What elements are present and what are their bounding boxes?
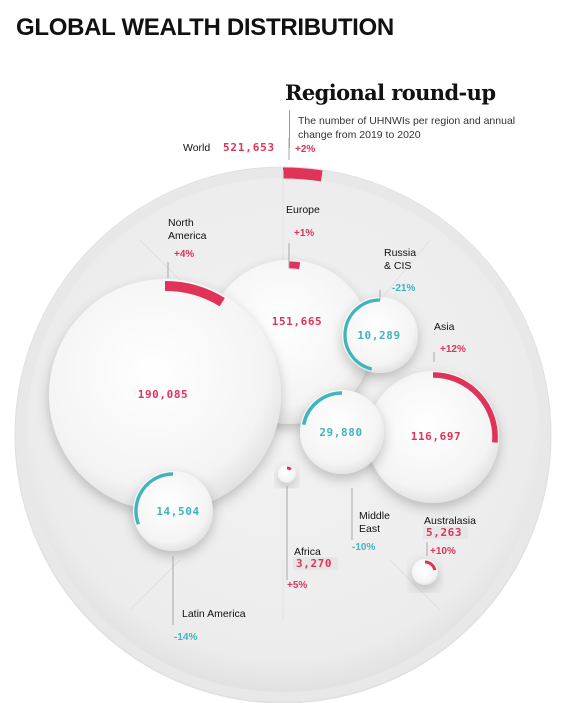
value-australasia: 5,263 [426,526,462,539]
change-australasia: +10% [430,546,456,557]
value-label: 29,880 [319,426,362,439]
label-middle-east-2: East [359,523,380,535]
bubble-asia: 116,697 [367,371,499,503]
world-change-arc [282,167,323,182]
bubble-africa [278,465,296,483]
value-label: 14,504 [156,505,199,518]
change-arc [288,261,301,270]
bubble-north-america: 190,085 [49,279,281,511]
label-russia: Russia [384,247,416,259]
change-arc [286,466,292,471]
bubble-circle [300,390,384,474]
label-russia-2: & CIS [384,260,411,272]
label-north-america-2: America [168,230,207,242]
change-latin-america: -14% [174,632,197,643]
bubble-australasia [412,559,438,585]
bubble-latin-america: 14,504 [133,471,213,551]
change-arc [343,298,381,371]
label-australasia: Australasia [424,515,476,527]
bubble-circle [49,279,281,511]
label-middle-east: Middle [359,510,390,522]
page-title: GLOBAL WEALTH DISTRIBUTION [16,14,394,41]
subtitle-rule [289,110,290,148]
change-arc [134,472,174,525]
bubble-middle-east: 29,880 [300,390,384,474]
bubble-circle [278,465,296,483]
label-africa: Africa [294,546,321,558]
value-label: 151,665 [272,315,323,328]
label-north-america: North [168,217,194,229]
label-latin-america: Latin America [182,608,246,620]
label-world: World [183,142,210,154]
value-label: 116,697 [411,430,462,443]
change-europe: +1% [294,228,314,239]
label-europe: Europe [286,204,320,216]
world-ray [379,239,431,301]
value-label: 190,085 [138,388,189,401]
bubble-russia-cis: 10,289 [342,297,418,373]
change-north-america: +4% [174,249,194,260]
change-arc [424,560,437,571]
change-arc [164,281,225,307]
bubble-circle [133,471,213,551]
change-russia: -21% [392,283,415,294]
change-africa: +5% [287,580,307,591]
bubble-circle [342,297,418,373]
value-africa: 3,270 [296,557,332,570]
change-asia: +12% [440,344,466,355]
world-ray [129,559,181,611]
badge-africa [293,557,338,570]
change-arc [301,391,343,426]
world-change: +2% [295,144,315,155]
badge-australasia [423,526,468,539]
value-label: 10,289 [357,329,400,342]
world-ray [389,559,441,611]
label-asia: Asia [434,321,455,333]
world-value: 521,653 [223,141,275,154]
change-middle-east: -10% [352,542,375,553]
chart-description: The number of UHNWIs per region and annu… [298,115,516,141]
chart-subtitle: Regional round-up [285,80,496,105]
change-arc [432,372,498,443]
bubble-circle [367,371,499,503]
